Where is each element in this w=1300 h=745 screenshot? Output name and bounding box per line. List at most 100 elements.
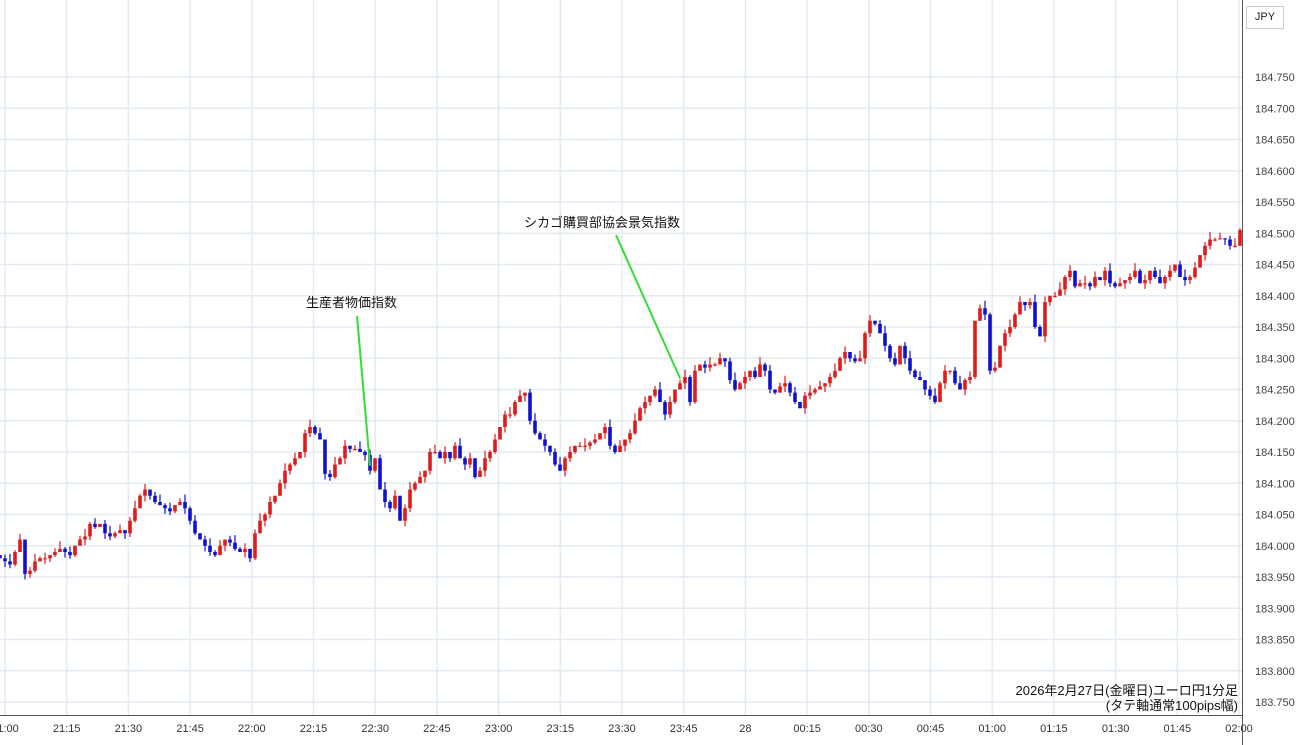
candle-body [53, 552, 57, 556]
candle [318, 427, 322, 440]
candle [878, 320, 882, 334]
candle-body [563, 458, 567, 471]
candle [3, 554, 7, 567]
candle [428, 448, 432, 475]
candle-body [448, 452, 452, 459]
candle [1153, 267, 1157, 279]
candle-body [338, 458, 342, 465]
candle-body [1078, 283, 1082, 287]
candle [398, 495, 402, 521]
candle [78, 535, 82, 546]
candle-body [688, 377, 692, 402]
candle-body [488, 452, 492, 459]
candle-body [98, 523, 102, 527]
candle [23, 539, 27, 580]
candle-body [1028, 302, 1032, 306]
candle [1103, 267, 1107, 286]
candle [238, 547, 242, 552]
candle-body [513, 402, 517, 415]
candle-body [993, 367, 997, 371]
candle-body [708, 364, 712, 368]
candle-body [68, 552, 72, 556]
candle-body [363, 452, 367, 456]
candle [0, 555, 2, 559]
candle-body [308, 427, 312, 434]
candle [743, 371, 747, 389]
candle [188, 506, 192, 525]
candle [848, 352, 852, 362]
y-tick-label: 184.700 [1255, 103, 1295, 115]
candle-body [313, 427, 317, 434]
candle [1108, 263, 1112, 287]
candle [888, 343, 892, 362]
candle [83, 528, 87, 546]
candle-body [28, 570, 32, 574]
candle [373, 458, 377, 473]
candle [638, 406, 642, 421]
candle-body [388, 502, 392, 509]
x-axis-labels: 21:00 21:15 21:30 21:45 22:00 22:15 22:30 22:45… [0, 723, 1253, 735]
chart-subtitle: (タテ軸通常100pips幅) [1106, 698, 1238, 713]
candle-body [698, 364, 702, 371]
y-tick-label: 184.550 [1255, 197, 1295, 209]
candle [18, 533, 22, 552]
candle-body [463, 458, 467, 465]
candle [993, 362, 997, 373]
candle [13, 550, 17, 567]
candle [693, 365, 697, 404]
candle-body [1158, 277, 1162, 284]
candle-body [553, 452, 557, 465]
candle [243, 543, 247, 558]
candle-body [618, 445, 622, 452]
candle [898, 345, 902, 365]
candle [1118, 277, 1122, 287]
candle [363, 450, 367, 461]
candle-body [793, 392, 797, 402]
x-tick-label: 01:15 [1040, 723, 1068, 735]
candle-body [983, 308, 987, 315]
candle [643, 396, 647, 414]
y-tick-label: 183.950 [1255, 572, 1295, 584]
candle-body [348, 445, 352, 449]
candle [603, 423, 607, 439]
candle [98, 523, 102, 527]
candle-body [598, 433, 602, 440]
candle [578, 442, 582, 447]
candle-body [773, 389, 777, 393]
candle [418, 471, 422, 484]
candle-body [1228, 239, 1232, 246]
candle-body [948, 370, 952, 372]
candle-body [683, 377, 687, 384]
candle-body [543, 439, 547, 446]
candle [193, 515, 197, 536]
candle [208, 538, 212, 556]
candle-body [1038, 327, 1042, 337]
candle-body [328, 473, 332, 477]
annotation-ppi: 生産者物価指数 [306, 295, 397, 310]
candle [773, 389, 777, 395]
currency-button[interactable]: JPY [1246, 6, 1284, 29]
candle [538, 431, 542, 440]
candle [278, 479, 282, 496]
candle-body [0, 555, 2, 559]
candle-body [988, 314, 992, 371]
candle [403, 504, 407, 527]
candle-body [1098, 277, 1102, 281]
candle-body [833, 370, 837, 377]
annotation-line-chicago-pmi [615, 234, 681, 379]
candle-body [58, 548, 62, 552]
candle-body [398, 495, 402, 521]
x-tick-label: 00:30 [855, 723, 883, 735]
candle [1223, 238, 1227, 246]
candle [1078, 279, 1082, 287]
candle [928, 385, 932, 400]
candle [288, 462, 292, 475]
candle-body [628, 433, 632, 440]
candle [978, 304, 982, 321]
y-axis-panel [1243, 0, 1300, 745]
candle-body [753, 370, 757, 377]
candle [1018, 296, 1022, 315]
candle-body [568, 452, 572, 459]
candle [1053, 292, 1057, 298]
candle [33, 553, 37, 573]
